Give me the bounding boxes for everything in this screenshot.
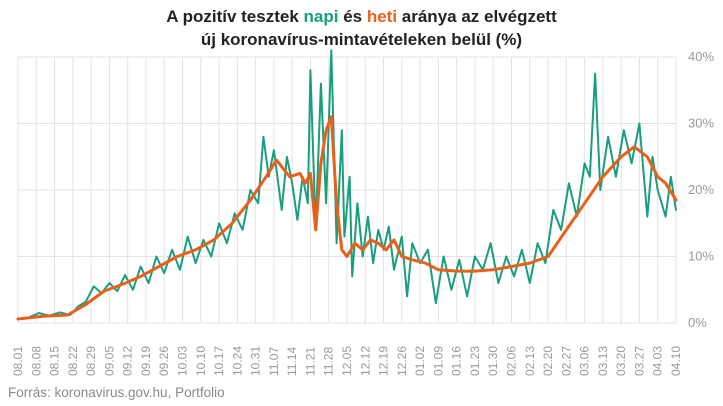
x-tick-label: 04.10 (669, 346, 683, 376)
x-tick-label: 01.09 (431, 346, 445, 376)
x-tick-label: 10.31 (249, 346, 263, 376)
y-tick-label: 20% (688, 182, 714, 197)
x-tick-label: 04.03 (651, 346, 665, 376)
x-tick-label: 01.02 (413, 346, 427, 376)
x-tick-label: 12.26 (395, 346, 409, 376)
x-tick-label: 01.30 (486, 346, 500, 376)
x-tick-label: 11.28 (322, 347, 336, 376)
x-tick-label: 09.19 (139, 346, 153, 376)
chart-title-line2: új koronavírus-mintavételeken belül (%) (200, 30, 523, 49)
source-note: Forrás: koronavirus.gov.hu, Portfolio (8, 385, 225, 400)
title-weekly-highlight: heti (366, 7, 398, 26)
y-tick-label: 40% (688, 49, 714, 64)
x-tick-label: 09.05 (102, 346, 116, 376)
x-tick-label: 11.21 (303, 347, 317, 376)
x-tick-label: 08.15 (48, 346, 62, 376)
x-tick-label: 01.23 (468, 346, 482, 376)
x-tick-label: 02.13 (523, 346, 537, 376)
x-tick-label: 02.27 (559, 346, 573, 376)
x-tick-label: 11.07 (267, 347, 281, 376)
x-tick-label: 02.20 (541, 346, 555, 376)
x-tick-label: 09.26 (157, 346, 171, 376)
series-line-heti (16, 115, 678, 321)
x-tick-label: 01.16 (450, 346, 464, 376)
x-tick-label: 08.01 (11, 346, 25, 376)
x-tick-label: 08.22 (66, 346, 80, 376)
chart-title-line1: A pozitív tesztek napi és heti aránya az… (0, 6, 723, 28)
x-tick-label: 08.29 (84, 346, 98, 376)
x-tick-label: 12.12 (358, 346, 372, 376)
x-tick-label: 03.13 (596, 346, 610, 376)
x-tick-label: 08.08 (29, 346, 43, 376)
x-tick-label: 09.12 (121, 346, 135, 376)
y-tick-label: 30% (688, 116, 714, 131)
x-tick-label: 10.03 (176, 346, 190, 376)
title-daily-highlight: napi (303, 7, 339, 26)
title-text-c: aránya az elvégzett (397, 7, 557, 26)
x-tick-label: 03.27 (632, 346, 646, 376)
x-tick-label: 10.10 (194, 346, 208, 376)
x-tick-label: 10.24 (230, 346, 244, 376)
title-text-a: A pozitív tesztek (166, 7, 304, 26)
x-tick-label: 11.14 (285, 347, 299, 376)
x-tick-label: 02.06 (505, 346, 519, 376)
x-tick-label: 12.05 (340, 346, 354, 376)
x-tick-label: 03.20 (614, 346, 628, 376)
y-tick-label: 10% (688, 249, 714, 264)
x-tick-label: 10.17 (212, 346, 226, 376)
title-text-b: és (338, 7, 367, 26)
y-tick-label: 0% (688, 315, 707, 330)
x-tick-label: 12.19 (377, 346, 391, 376)
x-tick-label: 03.06 (578, 346, 592, 376)
series-line-napi (17, 49, 677, 320)
